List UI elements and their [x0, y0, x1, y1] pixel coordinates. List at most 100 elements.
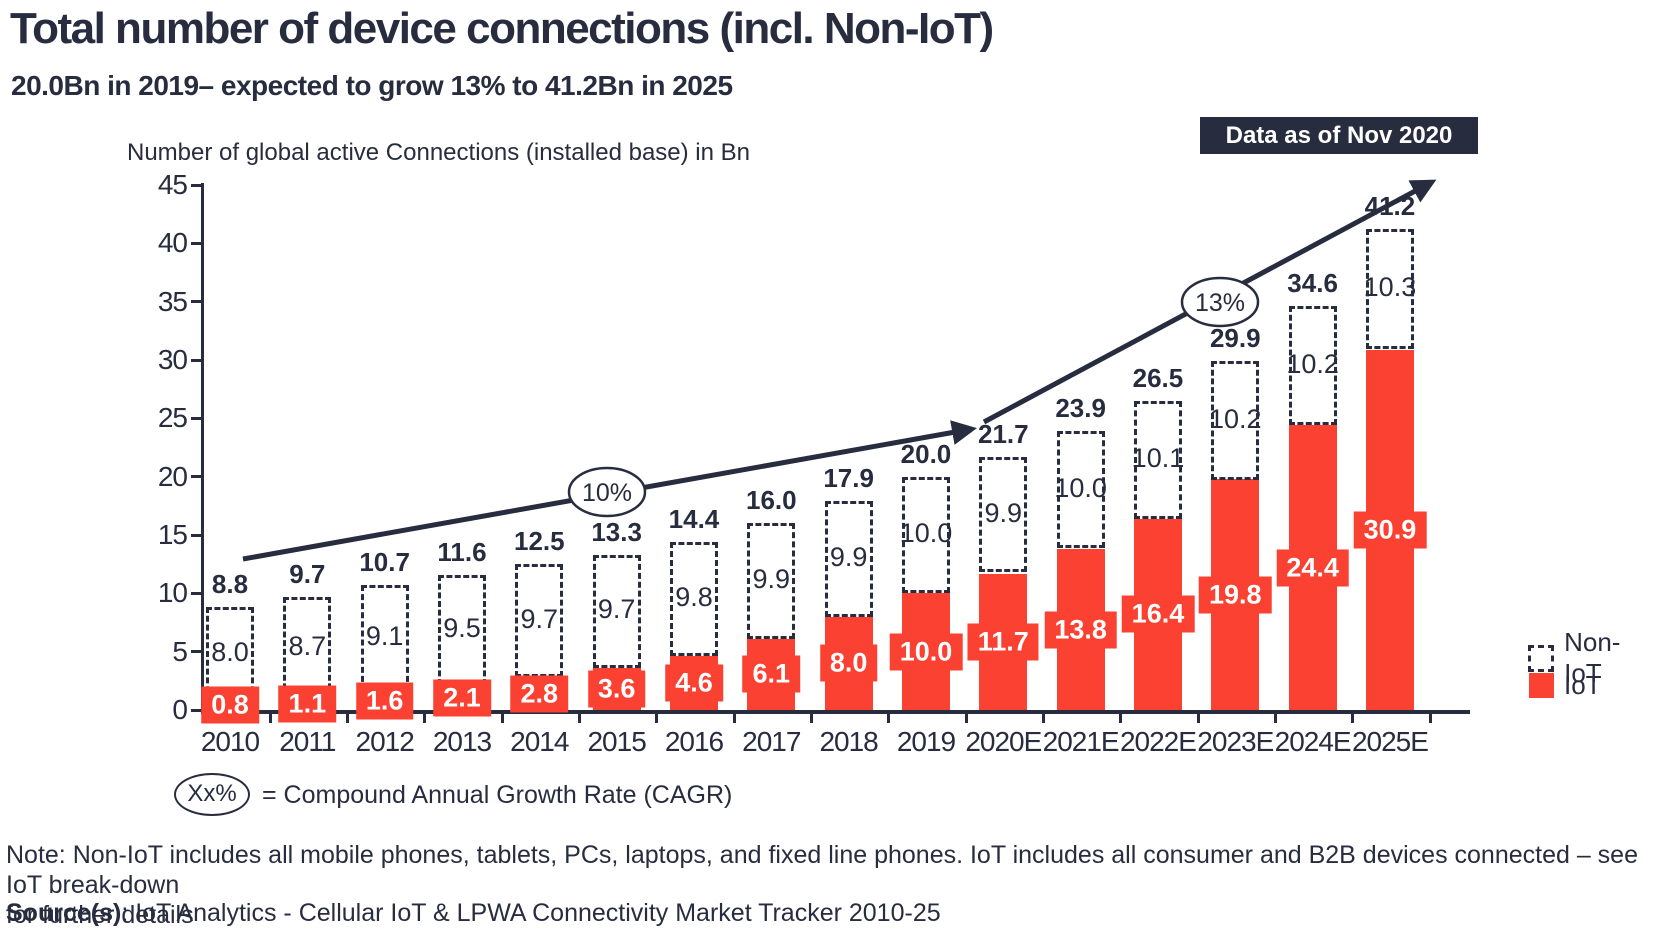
y-axis-tick-label: 5	[172, 635, 188, 667]
x-axis-label-2023E: 2023E	[1197, 726, 1274, 757]
y-axis-tick	[191, 300, 201, 304]
cagr-definition: = Compound Annual Growth Rate (CAGR)	[262, 781, 733, 809]
label-2011-total: 9.7	[289, 558, 326, 589]
cagr-symbol-oval: Xx%	[174, 773, 250, 816]
y-axis-tick-label: 30	[157, 344, 188, 375]
x-axis-label-2021E: 2021E	[1042, 726, 1120, 757]
label-2019-iot: 10.0	[889, 633, 963, 671]
x-axis-label-2025E: 2025E	[1351, 726, 1429, 757]
label-2016-iot: 4.6	[665, 664, 723, 702]
y-axis-tick	[191, 650, 201, 654]
x-axis-label-2015: 2015	[587, 726, 646, 757]
x-axis-label-2012: 2012	[355, 726, 415, 757]
label-2023E-iot: 19.8	[1199, 576, 1272, 613]
label-2014-iot: 2.8	[510, 675, 569, 713]
x-axis-tick	[732, 714, 736, 723]
x-axis-tick	[655, 714, 659, 723]
y-axis-tick-label: 15	[157, 519, 188, 550]
svg-text:13%: 13%	[1195, 289, 1245, 317]
label-2022E-non-iot: 10.1	[1131, 442, 1185, 473]
label-2018-iot: 8.0	[819, 644, 878, 682]
y-axis-tick	[191, 708, 201, 712]
x-axis-tick	[1273, 714, 1277, 723]
non-iot-legend-swatch-icon	[1528, 644, 1555, 672]
label-2025E-total: 41.2	[1364, 191, 1416, 222]
iot-legend-swatch-icon	[1529, 673, 1554, 698]
label-2010-non-iot: 8.0	[211, 637, 249, 667]
y-axis-tick-label: 40	[157, 227, 188, 259]
y-axis-tick-label: 10	[157, 577, 188, 609]
x-axis-label-2016: 2016	[664, 726, 724, 757]
x-axis-tick	[1041, 714, 1045, 723]
x-axis-label-2022E: 2022E	[1119, 726, 1197, 757]
label-2023E-non-iot: 10.2	[1209, 403, 1262, 434]
label-2015-non-iot: 9.7	[597, 594, 636, 625]
label-2011-iot: 1.1	[278, 685, 337, 723]
x-axis-tick	[423, 714, 427, 723]
x-axis-label-2020E: 2020E	[965, 726, 1042, 757]
y-axis-tick	[191, 241, 201, 245]
x-axis-tick	[1351, 714, 1355, 723]
page-title: Total number of device connections (incl…	[10, 4, 994, 53]
x-axis-tick	[268, 714, 272, 723]
label-2015-iot: 3.6	[587, 670, 646, 708]
x-axis-tick	[809, 714, 813, 723]
x-axis-label-2013: 2013	[432, 726, 492, 757]
label-2021E-non-iot: 10.0	[1054, 472, 1107, 503]
y-axis-tick	[191, 358, 201, 362]
label-2021E-iot: 13.8	[1044, 611, 1117, 648]
bar-2021E-non-iot	[1056, 431, 1105, 548]
label-2022E-total: 26.5	[1132, 362, 1184, 393]
label-2014-non-iot: 9.7	[520, 603, 559, 634]
label-2024E-iot: 24.4	[1276, 549, 1349, 587]
x-axis-label-2017: 2017	[742, 726, 801, 757]
svg-text:10%: 10%	[582, 479, 632, 507]
x-axis-label-2014: 2014	[510, 726, 569, 757]
x-axis-label-2024E: 2024E	[1274, 726, 1352, 757]
y-axis-tick	[191, 183, 201, 187]
data-as-of-badge: Data as of Nov 2020	[1200, 117, 1478, 154]
y-axis-tick	[191, 533, 201, 537]
label-2010-iot: 0.8	[201, 686, 259, 724]
source-line: Source(s): IoT Analytics - Cellular IoT …	[6, 899, 941, 928]
y-axis-tick-label: 0	[172, 694, 188, 725]
x-axis-tick	[500, 714, 504, 723]
x-axis-tick	[577, 714, 581, 723]
label-2012-non-iot: 9.1	[365, 621, 404, 652]
y-axis-tick-label: 25	[157, 402, 188, 434]
x-axis-tick	[345, 714, 349, 723]
x-axis-tick	[887, 714, 891, 723]
label-2021E-total: 23.9	[1055, 393, 1106, 424]
label-2024E-non-iot: 10.2	[1286, 348, 1339, 379]
y-axis-line	[201, 183, 204, 713]
label-2016-non-iot: 9.8	[675, 582, 713, 613]
y-axis-tick	[191, 416, 201, 420]
y-axis-caption: Number of global active Connections (ins…	[127, 139, 751, 166]
y-axis-tick	[191, 591, 201, 595]
y-axis-tick-label: 20	[157, 460, 188, 492]
label-2017-non-iot: 9.9	[752, 564, 791, 595]
label-2025E-iot: 30.9	[1353, 511, 1427, 549]
x-axis-tick	[1428, 714, 1432, 723]
label-2013-non-iot: 9.5	[443, 613, 481, 644]
label-2017-iot: 6.1	[742, 655, 801, 693]
label-2020E-iot: 11.7	[967, 623, 1039, 661]
x-axis-label-2018: 2018	[819, 726, 878, 757]
legend-label-iot: IoT	[1564, 670, 1602, 700]
label-2013-iot: 2.1	[433, 679, 491, 717]
page-subtitle: 20.0Bn in 2019– expected to grow 13% to …	[11, 70, 733, 101]
x-axis-label-2019: 2019	[896, 726, 956, 757]
label-2020E-non-iot: 9.9	[984, 497, 1023, 528]
legend-item-non-iot: Non-IoT	[1528, 627, 1654, 689]
source-label: Source(s)	[6, 899, 122, 927]
y-axis-tick-label: 35	[157, 285, 188, 317]
bar-2020E-non-iot	[979, 456, 1028, 573]
x-axis-tick	[1119, 714, 1123, 723]
source-text: : IoT Analytics - Cellular IoT & LPWA Co…	[121, 899, 941, 927]
y-axis-tick-label: 45	[157, 169, 188, 200]
footnote: Note: Non-IoT includes all mobile phones…	[6, 841, 1638, 929]
label-2025E-non-iot: 10.3	[1363, 272, 1417, 303]
legend-label-non-iot: Non-IoT	[1564, 627, 1621, 688]
x-axis-tick	[1196, 714, 1200, 723]
label-2011-non-iot: 8.7	[288, 630, 327, 661]
